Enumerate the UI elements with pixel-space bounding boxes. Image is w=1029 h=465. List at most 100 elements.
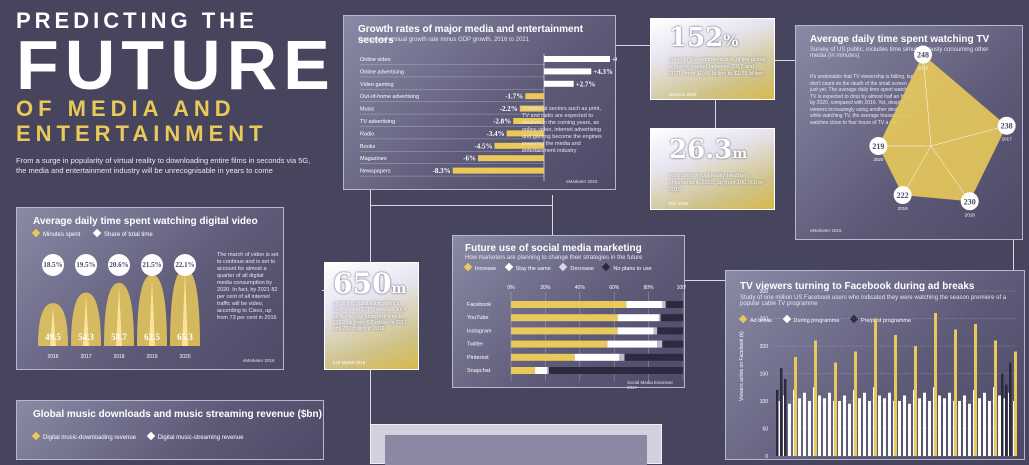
growth-category-label: Video gaming xyxy=(360,82,394,88)
tv-subtitle: Survey of US public; includes time simul… xyxy=(810,47,989,59)
social-category-label: Snapchat xyxy=(467,368,491,374)
video-minutes-spike xyxy=(182,272,188,346)
stat-263-source: IDC 2016 xyxy=(669,201,689,206)
fb-during-bar xyxy=(963,395,966,456)
video-panel: Average daily time spent watching digita… xyxy=(16,207,284,370)
music-legend: Digital music-downloading revenue Digita… xyxy=(31,431,243,441)
growth-bar xyxy=(544,56,610,62)
growth-value-label: -2.8% xyxy=(493,118,511,126)
social-bar-segment xyxy=(511,353,575,361)
video-legend-minutes: Minutes spent xyxy=(43,232,81,238)
facebook-legend: Ad break During programme Pre/post progr… xyxy=(738,314,911,324)
fb-during-bar xyxy=(968,403,971,456)
fb-adbreak-bar xyxy=(1014,351,1017,456)
video-minutes-spike xyxy=(116,286,122,346)
social-x-tick: 100% xyxy=(677,285,686,291)
fb-y-tick: 50 xyxy=(762,427,768,433)
fb-during-bar xyxy=(938,395,941,456)
tv-value-circle xyxy=(960,192,979,211)
growth-bar xyxy=(494,142,544,149)
hero: PREDICTING THE FUTURE OF MEDIA AND ENTER… xyxy=(16,8,336,176)
social-legend: Increase Stay the same Decrease No plans… xyxy=(463,262,652,272)
social-panel: Future use of social media marketing How… xyxy=(452,235,686,390)
fb-prepost-bar xyxy=(1001,373,1004,456)
music-title: Global music downloads and music streami… xyxy=(33,409,322,420)
fb-during-bar xyxy=(788,403,791,456)
social-chart: 0% 20% 40% 60% 80% 100% Facebook YouTube Instagr… xyxy=(467,285,686,381)
fb-adbreak-bar xyxy=(814,340,817,456)
fb-y-tick: 300 xyxy=(760,289,769,295)
tv-spoke xyxy=(922,54,932,147)
growth-bar xyxy=(452,167,544,174)
bottom-panel-edge xyxy=(370,424,662,465)
legend-download-icon xyxy=(31,431,41,441)
growth-value-label: -6% xyxy=(463,155,476,163)
fb-during-bar xyxy=(948,392,951,456)
social-bar-segment xyxy=(617,327,654,335)
social-bar-segment xyxy=(511,340,608,348)
tv-year-label: 2020 xyxy=(873,157,884,162)
tv-note: It's undeniable that TV viewership is fa… xyxy=(810,74,914,126)
growth-subtitle: Compound annual growth rate minus GDP gr… xyxy=(358,37,529,43)
fb-during-bar xyxy=(918,398,921,456)
fb-prepost-bar xyxy=(1009,362,1012,456)
video-share-circle xyxy=(141,254,163,276)
social-legend-increase: Increase xyxy=(475,266,497,272)
video-share-label: 18.5% xyxy=(43,261,62,269)
hero-line-1: PREDICTING THE xyxy=(16,8,258,33)
stat-650-text: predicted global subscribers to over-the… xyxy=(333,301,407,333)
facebook-panel: TV viewers turning to Facebook during ad… xyxy=(725,270,1025,460)
growth-title: Growth rates of major media and entertai… xyxy=(358,24,584,46)
fb-during-bar xyxy=(808,401,811,456)
fb-during-bar xyxy=(778,401,781,456)
video-title: Average daily time spent watching digita… xyxy=(33,216,258,227)
video-share-circle xyxy=(42,254,64,276)
tv-value-label: 222 xyxy=(897,191,909,200)
fb-during-bar xyxy=(798,398,801,456)
fb-during-bar xyxy=(848,403,851,456)
fb-legend-adbreak: Ad break xyxy=(750,318,773,324)
social-x-tick: 20% xyxy=(540,285,551,291)
fb-y-tick: 0 xyxy=(765,454,768,460)
facebook-chart: 0 50 100 150 200 250 300 xyxy=(760,289,1017,460)
tv-value-label: 230 xyxy=(964,197,976,206)
tv-spoke xyxy=(902,145,932,196)
social-x-tick: 40% xyxy=(575,285,586,291)
stat-263-value: 26.3 xyxy=(669,135,733,165)
social-legend-noplans: No plans to use xyxy=(613,266,652,272)
tv-spoke xyxy=(930,145,970,202)
video-share-label: 22.1% xyxy=(175,261,194,269)
social-bar-segment xyxy=(511,301,627,308)
social-bar-segment xyxy=(535,367,548,374)
hero-line-2: FUTURE xyxy=(16,26,336,104)
fb-during-bar xyxy=(888,392,891,456)
social-bar-segment xyxy=(657,327,683,335)
fb-y-tick: 150 xyxy=(760,372,769,378)
tv-chart: 248 2016 238 2017 230 2018 222 2019 219 2020 xyxy=(869,45,1016,217)
social-bar-segment xyxy=(511,314,618,322)
social-legend-decrease: Decrease xyxy=(570,266,594,272)
stat-650-source: IHS Markit 2018 xyxy=(333,360,366,365)
fb-during-bar xyxy=(818,395,821,456)
video-legend-share: Share of total time xyxy=(104,232,153,238)
fb-during-bar xyxy=(863,392,866,456)
stat-263-text: estimated virtual reality headset shipme… xyxy=(669,173,763,193)
video-minutes-label: 49.5 xyxy=(45,332,61,342)
fb-during-bar xyxy=(823,398,826,456)
growth-category-label: Out-of-home advertising xyxy=(360,94,419,100)
social-category-label: Instagram xyxy=(467,328,492,334)
growth-category-label: Books xyxy=(360,144,376,150)
stat-152-source: Newzoo 2018 xyxy=(669,92,697,97)
growth-value-label: +6% xyxy=(612,56,617,64)
fb-during-bar xyxy=(843,395,846,456)
fb-adbreak-bar xyxy=(914,346,917,456)
fb-y-tick: 200 xyxy=(760,344,769,350)
social-title: Future use of social media marketing xyxy=(465,243,642,254)
stat-263-unit: m xyxy=(732,146,748,162)
hero-intro: From a surge in popularity of virtual re… xyxy=(16,156,311,175)
fb-during-bar xyxy=(883,398,886,456)
fb-during-bar xyxy=(923,392,926,456)
tv-value-label: 238 xyxy=(1001,122,1013,131)
fb-during-bar xyxy=(928,401,931,456)
video-share-label: 19.5% xyxy=(76,261,95,269)
